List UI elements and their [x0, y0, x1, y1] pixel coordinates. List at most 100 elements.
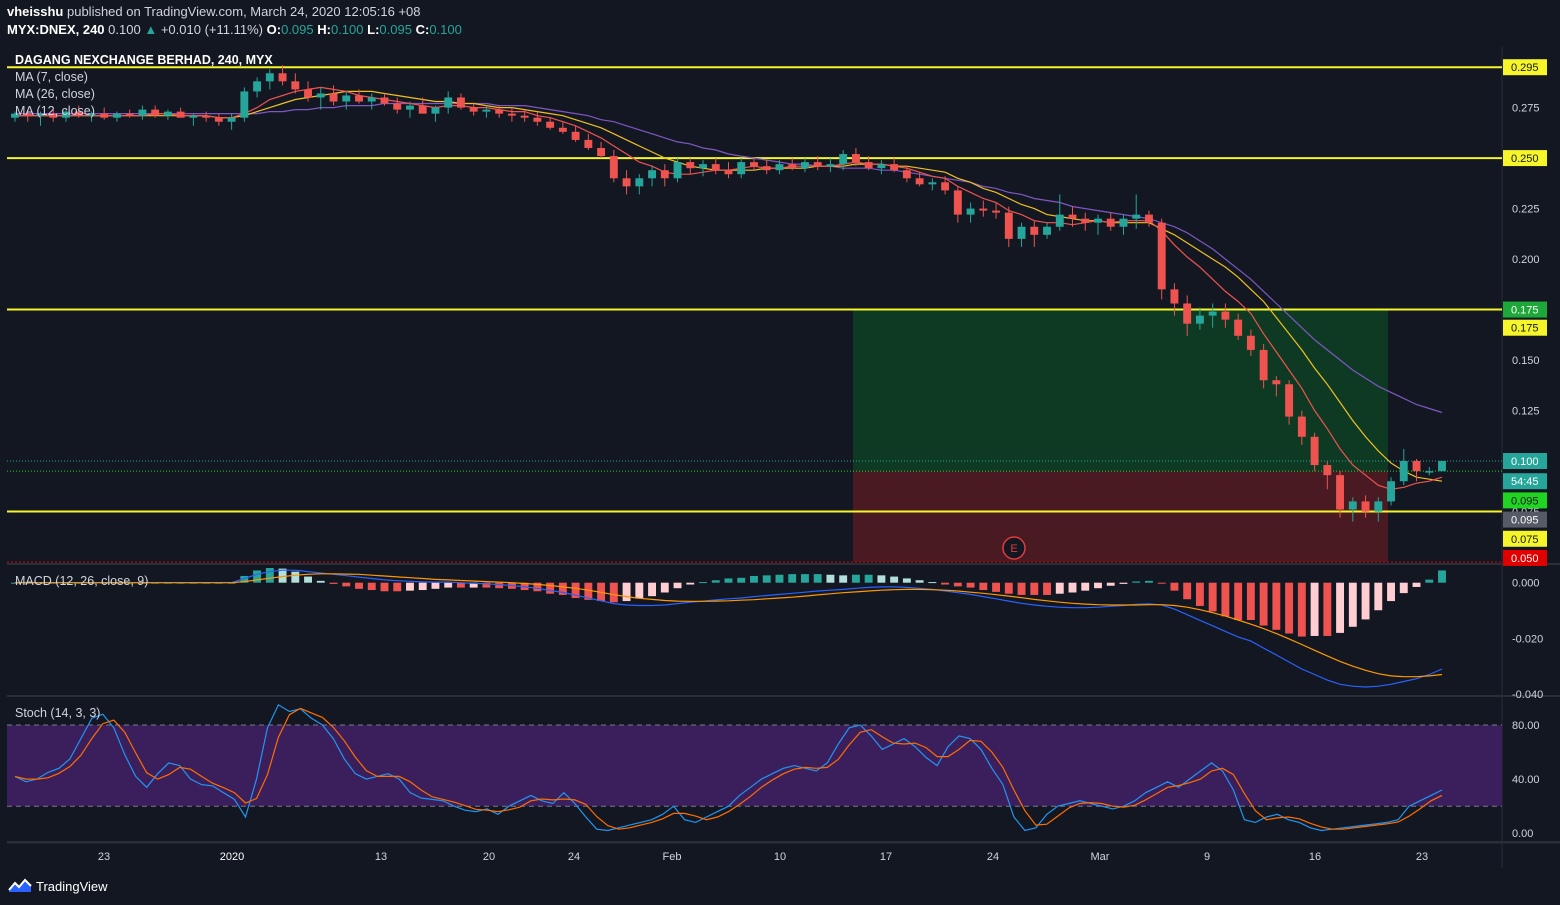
macd-histogram-bar [1412, 582, 1421, 587]
price-label-box [1503, 530, 1547, 547]
candle [826, 158, 835, 173]
candle [418, 97, 427, 114]
candle-body [1272, 380, 1281, 385]
tradingview-brand[interactable]: TradingView [8, 877, 108, 896]
candle-body [1323, 465, 1332, 476]
candle [1361, 495, 1370, 518]
candle-body [597, 147, 606, 157]
candle [788, 158, 797, 171]
time-tick-label: 17 [880, 851, 892, 863]
candle-body [304, 89, 312, 98]
macd-histogram-bar [1259, 582, 1268, 626]
candle [1119, 214, 1128, 235]
candle [928, 178, 937, 191]
candle [507, 107, 516, 122]
candle-body [775, 164, 784, 171]
macd-histogram-bar [1132, 581, 1141, 583]
candle-body [1348, 501, 1357, 510]
legend-macd[interactable]: MACD (12, 26, close, 9) [15, 574, 149, 588]
candle [1297, 410, 1306, 445]
candle [1004, 206, 1013, 247]
macd-histogram-bar [750, 575, 758, 583]
symbol-label[interactable]: MYX:DNEX, 240 [7, 22, 105, 37]
macd-histogram-bar [444, 582, 453, 588]
candle-body [941, 182, 950, 191]
candle-body [112, 113, 121, 118]
candle-body [1297, 416, 1306, 437]
last-price: 0.100 [108, 22, 141, 37]
macd-histogram-bar [1246, 582, 1255, 621]
macd-histogram-bar [699, 582, 707, 584]
candle-body [546, 121, 555, 128]
macd-histogram-bar [380, 582, 389, 592]
candle-body [418, 105, 427, 114]
published-text: published on TradingView.com, March 24, … [66, 4, 421, 19]
candle-body [1017, 226, 1026, 239]
macd-histogram-bar [1285, 582, 1294, 634]
candle-body [1094, 218, 1102, 223]
macd-histogram-bar [839, 575, 848, 583]
candle-body [992, 210, 1001, 213]
legend-ma12[interactable]: MA (12, close) [15, 104, 95, 118]
earnings-event-marker[interactable]: E [1002, 536, 1026, 560]
candle-body [23, 113, 32, 116]
candle-body [1234, 319, 1243, 336]
macd-histogram-bar [1004, 582, 1013, 594]
legend-stoch[interactable]: Stoch (14, 3, 3) [15, 706, 101, 720]
macd-histogram-bar [1374, 582, 1383, 611]
price-tick-label: 0.225 [1512, 204, 1540, 216]
candle-body [291, 81, 300, 90]
candle-body [227, 117, 236, 122]
candle [673, 158, 682, 183]
legend-ma7[interactable]: MA (7, close) [15, 70, 88, 84]
candle [1234, 313, 1243, 340]
candle-body [1195, 315, 1204, 324]
candle [342, 91, 351, 110]
macd-histogram-bar [1157, 582, 1166, 584]
candle-body [1068, 214, 1077, 219]
publish-info: vheisshu published on TradingView.com, M… [7, 4, 421, 19]
candle [278, 65, 287, 86]
candle-body [74, 111, 83, 116]
tradingview-wordmark: TradingView [36, 879, 108, 894]
candle-body [367, 97, 376, 102]
close-value: 0.100 [429, 22, 462, 37]
macd-histogram-bar [1043, 582, 1051, 595]
candle [380, 93, 389, 106]
candle-body [456, 97, 465, 108]
candle [953, 186, 962, 223]
candle-body [1412, 461, 1421, 472]
price-label-text: 0.050 [1511, 553, 1539, 565]
price-label-box [1503, 473, 1547, 490]
candle-body [253, 81, 262, 92]
candle-body [609, 156, 618, 179]
price-change: +0.010 (+11.11%) [160, 22, 263, 37]
candle [1157, 218, 1166, 300]
candle-body [571, 131, 580, 140]
macd-histogram-bar [482, 582, 491, 588]
stoch-k-line [14, 703, 1443, 832]
macd-histogram-bar [1310, 582, 1319, 636]
time-tick-label: 9 [1204, 851, 1210, 863]
macd-histogram-bar [1195, 582, 1204, 606]
candle-body [979, 208, 988, 211]
candle [112, 111, 121, 122]
low-value: 0.095 [379, 22, 412, 37]
candle-body [100, 113, 109, 118]
candle [1081, 212, 1090, 231]
legend-title[interactable]: DAGANG NEXCHANGE BERHAD, 240, MYX [15, 53, 273, 67]
candle-body [87, 113, 96, 116]
candle-body [1336, 475, 1345, 510]
macd-histogram-bar [1017, 582, 1026, 595]
candle [699, 160, 707, 177]
candle [597, 141, 606, 159]
candle [609, 150, 618, 183]
candle-body [507, 113, 516, 116]
candle [1285, 380, 1294, 425]
macd-histogram-bar [546, 582, 555, 594]
symbol-quote: MYX:DNEX, 240 0.100 ▲ +0.010 (+11.11%) O… [7, 22, 462, 37]
legend-ma26[interactable]: MA (26, close) [15, 87, 95, 101]
author-name[interactable]: vheisshu [7, 4, 64, 19]
candle [1043, 222, 1051, 239]
